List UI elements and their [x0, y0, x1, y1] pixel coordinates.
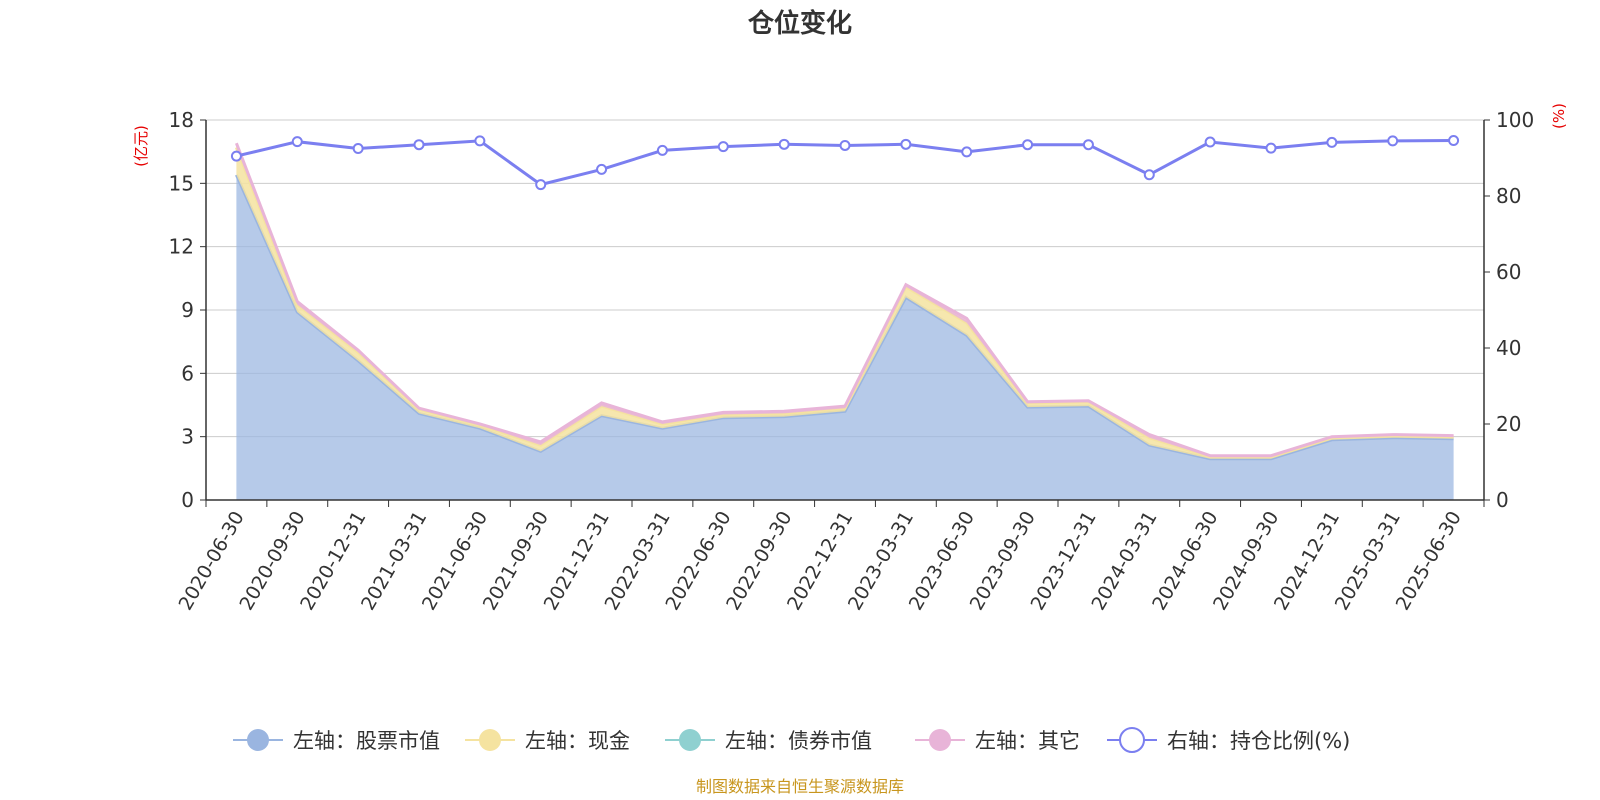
- ratio-point: [656, 144, 668, 156]
- ratio-point: [1448, 135, 1460, 147]
- right-tick-label: 0: [1496, 488, 1509, 512]
- legend-item: 左轴：现金: [465, 729, 630, 753]
- right-tick-label: 60: [1496, 260, 1521, 284]
- ratio-point: [413, 139, 425, 151]
- legend-marker: [929, 729, 951, 751]
- legend-item: 左轴：债券市值: [665, 729, 872, 753]
- left-tick-label: 6: [181, 361, 194, 385]
- legend-label: 左轴：其它: [975, 729, 1080, 753]
- legend-item: 左轴：其它: [915, 729, 1080, 753]
- left-tick-label: 3: [181, 425, 194, 449]
- ratio-point: [1387, 135, 1399, 147]
- legend-label: 左轴：股票市值: [293, 729, 440, 753]
- chart-title: 仓位变化: [747, 8, 852, 39]
- left-tick-label: 15: [169, 171, 194, 195]
- ratio-point: [230, 150, 242, 162]
- left-tick-label: 9: [181, 298, 194, 322]
- area-series-0: [236, 174, 1454, 500]
- source-note: 制图数据来自恒生聚源数据库: [696, 777, 904, 796]
- ratio-point: [352, 143, 364, 154]
- ratio-point: [900, 138, 912, 150]
- ratio-point: [1082, 139, 1094, 151]
- left-tick-label: 18: [169, 108, 194, 132]
- ratio-point: [1143, 169, 1155, 181]
- ratio-point: [474, 135, 486, 147]
- left-axis-unit: (亿元): [132, 125, 150, 167]
- x-tick-label: 2025-06-30: [1392, 508, 1466, 615]
- right-axis-unit: (%): [1550, 103, 1568, 129]
- ratio-point: [535, 179, 547, 191]
- legend-item: 右轴：持仓比例(%): [1107, 727, 1350, 753]
- area-edge-series-3: [234, 142, 1454, 458]
- right-tick-label: 80: [1496, 184, 1521, 208]
- right-tick-label: 20: [1496, 412, 1521, 436]
- axes: 03691215180204060801002020-06-302020-09-…: [169, 108, 1535, 614]
- ratio-point: [1204, 136, 1216, 148]
- ratio-point: [961, 146, 973, 158]
- legend-marker: [479, 729, 501, 751]
- legend-marker: [679, 729, 701, 751]
- legend-label: 左轴：现金: [525, 729, 630, 753]
- ratio-point: [291, 136, 303, 148]
- right-tick-label: 40: [1496, 336, 1521, 360]
- ratio-point: [596, 163, 608, 175]
- legend-item: 左轴：股票市值: [233, 729, 440, 753]
- ratio-line: [230, 135, 1460, 191]
- ratio-point: [1022, 139, 1034, 151]
- legend-marker: [1119, 727, 1145, 753]
- legend-label: 左轴：债券市值: [725, 729, 872, 753]
- left-tick-label: 0: [181, 488, 194, 512]
- legend-marker: [247, 729, 269, 751]
- ratio-point: [839, 139, 851, 151]
- left-tick-label: 12: [169, 235, 194, 259]
- legend-label: 右轴：持仓比例(%): [1167, 729, 1350, 753]
- ratio-point: [717, 141, 729, 153]
- legend: 左轴：股票市值 左轴：现金 左轴：债券市值 左轴：其它 右轴：持仓比例(%): [233, 727, 1350, 753]
- ratio-point: [1265, 142, 1277, 154]
- ratio-point: [778, 138, 790, 150]
- stacked-areas: [234, 142, 1454, 500]
- right-tick-label: 100: [1496, 108, 1534, 132]
- ratio-point: [1326, 136, 1338, 148]
